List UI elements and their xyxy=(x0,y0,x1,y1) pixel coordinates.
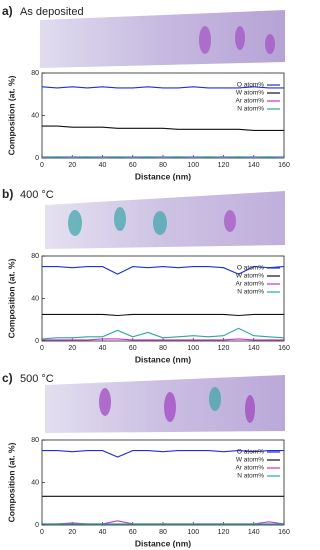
x-tick-label: 120 xyxy=(218,162,230,169)
y-tick-label: 0 xyxy=(35,522,39,529)
y-tick-label: 80 xyxy=(31,70,39,77)
legend-label: Ar atom% xyxy=(235,98,264,105)
x-axis-label: Distance (nm) xyxy=(135,538,191,548)
x-tick-label: 20 xyxy=(68,345,76,352)
legend-label: N atom% xyxy=(237,473,264,480)
figure: a) As deposited 0 40 80 0 20 40 60 80 100 120 140 160… xyxy=(2,4,290,548)
y-axis-label: Composition (at. %) xyxy=(6,442,16,522)
legend-label: W atom% xyxy=(236,273,264,280)
x-tick-label: 40 xyxy=(99,529,107,536)
legend-label: N atom% xyxy=(237,106,264,113)
legend-label: O atom% xyxy=(237,82,264,89)
data-line xyxy=(42,313,284,317)
y-tick-label: 40 xyxy=(31,479,39,486)
y-tick-label: 0 xyxy=(35,338,39,345)
x-tick-label: 160 xyxy=(278,162,290,169)
y-axis-label: Composition (at. %) xyxy=(6,75,16,155)
legend-label: Ar atom% xyxy=(235,465,264,472)
y-tick-label: 0 xyxy=(35,155,39,162)
x-axis-label: Distance (nm) xyxy=(135,354,191,364)
x-tick-label: 0 xyxy=(40,162,44,169)
legend-label: O atom% xyxy=(237,449,264,456)
x-tick-label: 60 xyxy=(129,162,137,169)
data-line xyxy=(41,156,285,159)
panel-label: c) xyxy=(2,371,13,385)
x-tick-label: 140 xyxy=(248,345,260,352)
panel-label: a) xyxy=(2,4,13,18)
legend-label: W atom% xyxy=(236,457,264,464)
data-line xyxy=(41,86,284,89)
data-line xyxy=(42,338,284,341)
legend-label: W atom% xyxy=(236,90,264,97)
x-tick-label: 80 xyxy=(159,162,167,169)
x-tick-label: 120 xyxy=(218,345,230,352)
x-tick-label: 40 xyxy=(99,345,107,352)
apt-image xyxy=(45,375,285,433)
data-line xyxy=(42,450,284,458)
apt-image xyxy=(40,10,285,68)
x-tick-label: 0 xyxy=(40,345,44,352)
x-tick-label: 20 xyxy=(68,162,76,169)
y-tick-label: 80 xyxy=(31,437,39,444)
x-tick-label: 60 xyxy=(129,345,137,352)
x-tick-label: 60 xyxy=(129,529,137,536)
legend-label: Ar atom% xyxy=(235,281,264,288)
x-tick-label: 40 xyxy=(99,162,107,169)
apt-image xyxy=(45,191,285,249)
y-tick-label: 40 xyxy=(31,295,39,302)
data-line xyxy=(42,125,284,131)
panel-title: 400 °C xyxy=(20,189,54,201)
x-tick-label: 100 xyxy=(187,345,199,352)
x-tick-label: 160 xyxy=(278,529,290,536)
x-tick-label: 140 xyxy=(248,162,260,169)
x-tick-label: 0 xyxy=(40,529,44,536)
x-tick-label: 140 xyxy=(248,529,260,536)
y-tick-label: 80 xyxy=(31,253,39,260)
x-tick-label: 100 xyxy=(187,529,199,536)
panel-title: As deposited xyxy=(20,6,84,18)
data-line xyxy=(41,327,285,340)
panel-label: b) xyxy=(2,187,13,201)
legend-label: N atom% xyxy=(237,289,264,296)
panel-title: 500 °C xyxy=(20,373,54,385)
x-tick-label: 160 xyxy=(278,345,290,352)
data-line xyxy=(42,266,285,275)
x-tick-label: 100 xyxy=(187,162,199,169)
x-tick-label: 120 xyxy=(218,529,230,536)
x-tick-label: 80 xyxy=(159,345,167,352)
y-axis-label: Composition (at. %) xyxy=(6,258,16,338)
x-tick-label: 80 xyxy=(159,529,167,536)
x-axis-label: Distance (nm) xyxy=(135,171,191,181)
x-tick-label: 20 xyxy=(68,529,76,536)
y-tick-label: 40 xyxy=(31,112,39,119)
legend-label: O atom% xyxy=(237,265,264,272)
